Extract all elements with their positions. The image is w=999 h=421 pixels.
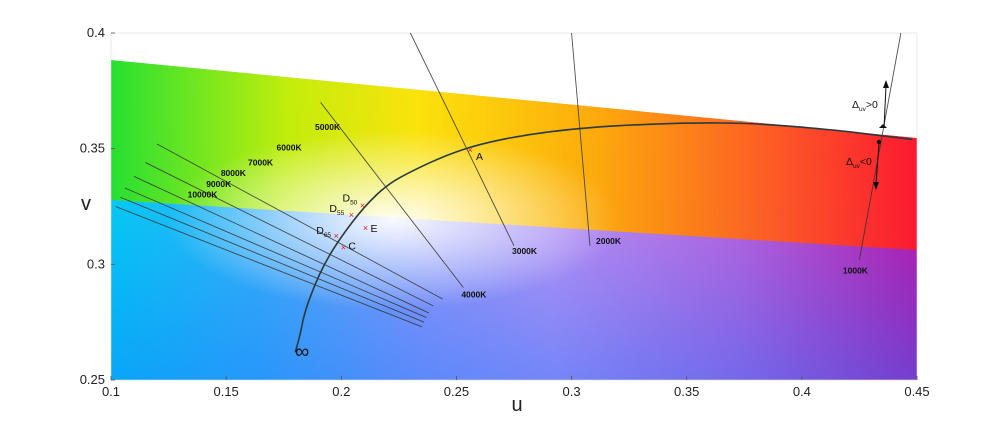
x-tick-label: 0.35 — [674, 384, 699, 399]
x-axis-label: u — [511, 394, 522, 416]
duv-negative-delta: Δ — [846, 156, 853, 168]
isotherm-label-7000k: 7000K — [248, 157, 274, 167]
infinity-symbol: ∞ — [295, 341, 309, 363]
isotherm-label-8000k: 8000K — [221, 168, 247, 178]
x-tick-label: 0.2 — [332, 384, 350, 399]
svg-text:Δuv<0: Δuv<0 — [846, 156, 872, 170]
y-axis-label: v — [81, 193, 91, 215]
point-marker-c: × — [341, 242, 346, 252]
point-marker-d50: × — [360, 201, 365, 211]
isotherm-label-6000k: 6000K — [277, 143, 303, 153]
isotherm-label-5000k: 5000K — [315, 122, 341, 132]
y-tick-label: 0.4 — [87, 25, 105, 40]
point-marker-e: × — [363, 223, 368, 233]
duv-positive-suffix: >0 — [866, 99, 878, 111]
isotherm-label-2000k: 2000K — [596, 236, 622, 246]
isotherm-label-4000k: 4000K — [461, 289, 487, 299]
svg-text:Δuv>0: Δuv>0 — [852, 99, 878, 113]
isotherm-label-9000k: 9000K — [206, 179, 232, 189]
y-tick-label: 0.3 — [87, 256, 105, 271]
x-tick-label: 0.15 — [213, 384, 238, 399]
x-tick-label: 0.25 — [444, 384, 469, 399]
point-marker-a: × — [467, 145, 472, 155]
point-label-c: C — [348, 240, 356, 252]
point-label-e: E — [370, 223, 377, 235]
x-tick-label: 0.45 — [904, 384, 929, 399]
duv-positive-delta: Δ — [852, 99, 859, 111]
isotherm-label-3000k: 3000K — [512, 246, 538, 256]
duv-negative-suffix: <0 — [860, 156, 872, 168]
y-tick-label: 0.25 — [80, 372, 105, 387]
x-tick-label: 0.3 — [563, 384, 581, 399]
y-tick-label: 0.35 — [80, 141, 105, 156]
point-label-a: A — [476, 151, 483, 163]
isotherm-label-1000k: 1000K — [843, 266, 869, 276]
chromaticity-background — [111, 33, 917, 380]
point-marker-d55: × — [349, 210, 354, 220]
x-tick-label: 0.4 — [793, 384, 811, 399]
isotherm-label-10000k: 10000K — [188, 190, 219, 200]
point-marker-d65: × — [334, 231, 339, 241]
